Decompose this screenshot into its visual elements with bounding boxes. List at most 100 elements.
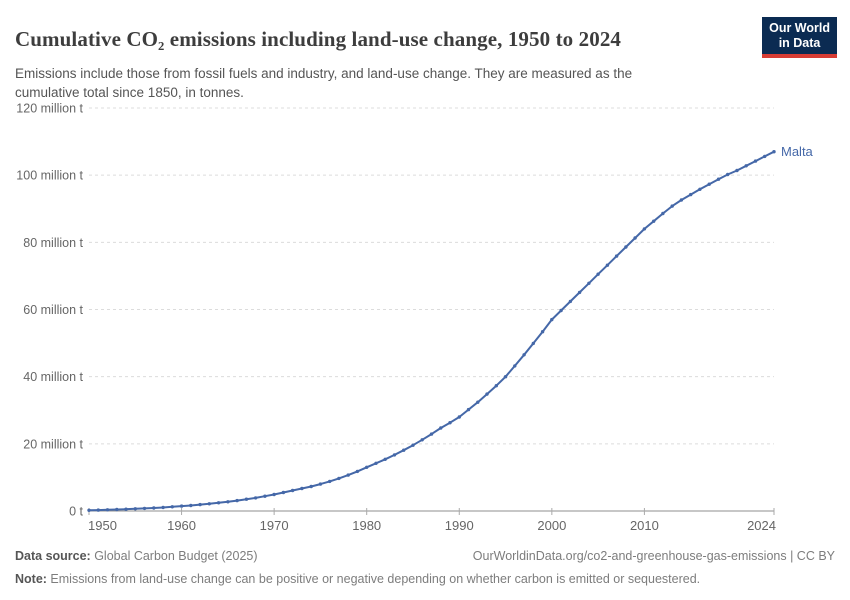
footer-row-source: Data source: Global Carbon Budget (2025)… — [15, 548, 835, 565]
data-point[interactable] — [485, 392, 489, 396]
data-point[interactable] — [374, 461, 378, 465]
data-point[interactable] — [96, 508, 101, 512]
data-point[interactable] — [679, 198, 684, 202]
data-point[interactable] — [253, 496, 258, 500]
data-point[interactable] — [670, 204, 674, 208]
y-axis-tick-label: 0 t — [69, 505, 83, 519]
data-source-text: Data source: Global Carbon Budget (2025) — [15, 548, 258, 565]
data-source-value: Global Carbon Budget (2025) — [90, 549, 258, 563]
data-point[interactable] — [429, 432, 434, 436]
data-point[interactable] — [402, 448, 406, 452]
data-point[interactable] — [476, 400, 480, 404]
data-point[interactable] — [365, 465, 369, 469]
x-axis-tick-label: 1960 — [167, 518, 196, 533]
x-axis-tick-label: 1990 — [445, 518, 474, 533]
chart-footer: Data source: Global Carbon Budget (2025)… — [15, 548, 835, 594]
data-point[interactable] — [707, 182, 711, 186]
data-point[interactable] — [744, 164, 748, 168]
data-point[interactable] — [503, 375, 508, 379]
data-point[interactable] — [652, 219, 656, 223]
data-point[interactable] — [300, 486, 304, 491]
data-point[interactable] — [346, 473, 350, 477]
data-point[interactable] — [226, 500, 230, 504]
data-point[interactable] — [207, 502, 211, 506]
data-point[interactable] — [466, 407, 471, 412]
data-point[interactable] — [179, 504, 184, 508]
y-axis-tick-label: 100 million t — [16, 169, 83, 183]
data-point[interactable] — [559, 308, 563, 313]
data-point[interactable] — [328, 479, 332, 484]
x-axis-tick-label: 2010 — [630, 518, 659, 533]
x-axis-tick-label: 2024 — [747, 518, 776, 533]
data-point[interactable] — [513, 364, 517, 368]
data-point[interactable] — [605, 263, 610, 267]
data-point[interactable] — [124, 507, 128, 511]
data-point[interactable] — [735, 168, 739, 173]
y-axis-tick-label: 120 million t — [16, 102, 83, 116]
data-point[interactable] — [568, 299, 573, 304]
data-point[interactable] — [439, 426, 443, 430]
data-point[interactable] — [420, 438, 424, 442]
data-point[interactable] — [87, 508, 91, 512]
data-point[interactable] — [309, 484, 313, 489]
data-point[interactable] — [494, 384, 498, 388]
data-point[interactable] — [189, 503, 193, 508]
footer-row-note: Note: Emissions from land-use change can… — [15, 571, 835, 588]
data-source-label: Data source: — [15, 549, 91, 563]
data-point[interactable] — [540, 330, 545, 334]
data-point[interactable] — [290, 488, 295, 493]
data-point[interactable] — [318, 482, 323, 486]
data-point[interactable] — [244, 497, 249, 501]
data-point[interactable] — [263, 494, 267, 498]
data-point[interactable] — [411, 443, 415, 447]
data-point[interactable] — [170, 505, 174, 509]
data-point[interactable] — [577, 290, 582, 295]
data-point[interactable] — [522, 353, 526, 357]
data-point[interactable] — [614, 254, 619, 258]
owid-logo-line1: Our World — [769, 21, 830, 35]
entity-label-malta[interactable]: Malta — [781, 144, 814, 159]
data-point[interactable] — [392, 453, 397, 457]
data-point[interactable] — [642, 227, 647, 231]
data-point[interactable] — [661, 211, 665, 216]
data-point[interactable] — [133, 507, 137, 511]
data-point[interactable] — [448, 421, 452, 425]
data-point[interactable] — [531, 341, 535, 346]
data-point[interactable] — [716, 177, 721, 181]
note-value: Emissions from land-use change can be po… — [46, 571, 701, 586]
x-axis-tick-label: 1970 — [260, 518, 289, 533]
owid-logo[interactable]: Our World in Data — [762, 17, 837, 58]
data-point[interactable] — [355, 469, 360, 474]
data-point[interactable] — [161, 505, 165, 510]
data-point[interactable] — [198, 502, 202, 507]
data-point[interactable] — [457, 415, 461, 419]
data-point[interactable] — [753, 159, 758, 163]
data-point[interactable] — [235, 498, 239, 503]
footer-link[interactable]: OurWorldinData.org/co2-and-greenhouse-ga… — [472, 549, 835, 563]
data-point[interactable] — [624, 245, 628, 249]
data-point[interactable] — [272, 492, 276, 497]
data-point[interactable] — [772, 150, 776, 154]
chart-subtitle: Emissions include those from fossil fuel… — [15, 65, 633, 100]
data-point[interactable] — [216, 501, 221, 505]
data-point[interactable] — [726, 172, 730, 177]
data-point[interactable] — [383, 457, 387, 461]
data-point[interactable] — [587, 281, 591, 285]
data-point[interactable] — [142, 506, 147, 511]
page-title: Cumulative CO₂ emissions including land-… — [15, 27, 622, 52]
data-point[interactable] — [689, 192, 693, 197]
note-label: Note: — [15, 571, 47, 586]
data-point[interactable] — [633, 236, 637, 240]
y-axis-tick-label: 80 million t — [23, 236, 83, 250]
data-point[interactable] — [337, 476, 341, 481]
data-point[interactable] — [281, 490, 286, 495]
data-point[interactable] — [698, 187, 702, 191]
data-point[interactable] — [105, 508, 110, 512]
data-point[interactable] — [763, 154, 767, 159]
emissions-line-chart[interactable]: 0 t 20 million t 40 million t 60 million t 8… — [0, 88, 850, 543]
data-point[interactable] — [550, 317, 554, 322]
data-point[interactable] — [152, 506, 156, 510]
data-point[interactable] — [115, 507, 119, 512]
data-point[interactable] — [596, 272, 600, 276]
